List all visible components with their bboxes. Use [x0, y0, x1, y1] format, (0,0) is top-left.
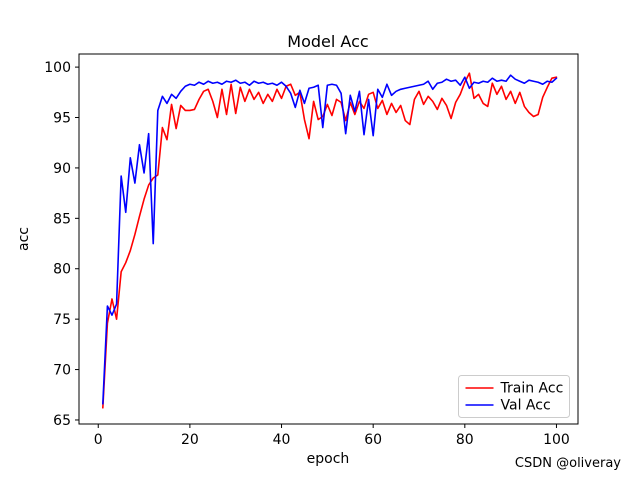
chart-title: Model Acc [287, 32, 368, 51]
y-tick-label: 65 [53, 413, 71, 429]
x-axis-ticks: 0 20 40 60 80 100 [94, 424, 570, 448]
watermark: CSDN @oliveray [515, 456, 621, 471]
y-axis-label: acc [16, 227, 32, 251]
legend-box [458, 375, 570, 418]
x-tick-label: 0 [94, 432, 103, 448]
legend-label-train: Train Acc [500, 381, 564, 397]
val-acc-line [102, 74, 558, 405]
y-tick-label: 95 [53, 111, 71, 127]
y-axis-ticks: 65 70 75 80 85 90 95 100 [44, 60, 79, 429]
plot-area-spines [78, 53, 579, 425]
y-tick-label: 80 [53, 262, 71, 278]
y-tick-label: 90 [53, 161, 71, 177]
x-tick-label: 40 [273, 432, 291, 448]
x-tick-label: 100 [543, 432, 570, 448]
y-tick-label: 75 [53, 312, 71, 328]
x-tick-label: 20 [181, 432, 199, 448]
x-tick-label: 60 [364, 432, 382, 448]
legend-label-val: Val Acc [501, 398, 551, 414]
x-axis-label: epoch [307, 451, 350, 467]
series-lines [102, 72, 558, 409]
train-acc-line [102, 72, 558, 409]
y-tick-label: 85 [53, 211, 71, 227]
y-tick-label: 100 [44, 60, 71, 76]
x-tick-label: 80 [456, 432, 474, 448]
y-tick-label: 70 [53, 363, 71, 379]
